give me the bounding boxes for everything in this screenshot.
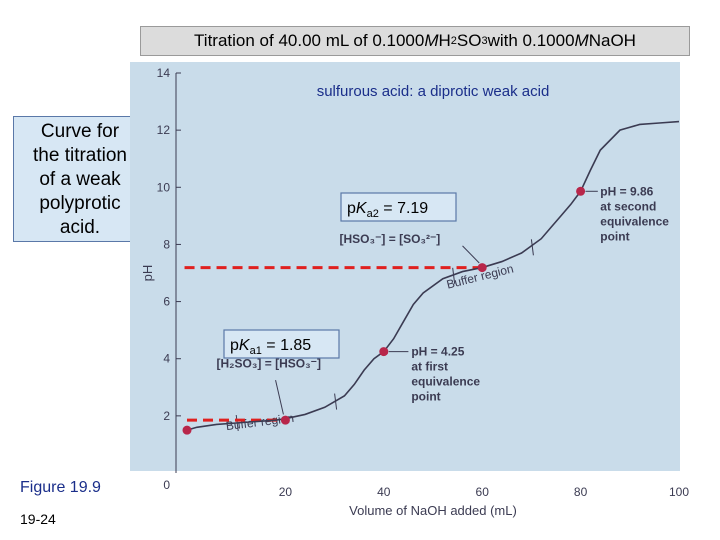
pka-box — [340, 192, 457, 222]
x-tick-label: 100 — [669, 485, 689, 499]
buffer-bound-tick — [452, 267, 456, 284]
side-label-line: Curve for — [40, 121, 120, 142]
titration-curve — [186, 120, 680, 431]
curve-markers — [182, 186, 586, 435]
first-eq-label: pH = 4.25 — [411, 345, 464, 359]
annotation-pointer — [462, 245, 480, 264]
equal-conc-label-2: [HSO₃⁻] = [SO₃²⁻] — [340, 232, 441, 246]
y-tick-label: 14 — [157, 66, 171, 80]
axes: 2 4 6 8 10 12 14 0 20 40 60 80 100 Volume of NaOH add… — [140, 66, 689, 518]
data-point-marker — [280, 415, 290, 425]
chart-subtitle: sulfurous acid: a diprotic weak acid — [317, 83, 550, 100]
pka-box — [223, 329, 340, 359]
y-axis-label: pH — [140, 265, 155, 282]
y-tick-label: 6 — [163, 295, 170, 309]
equal-conc-label-1: [H₂SO₃] = [HSO₃⁻] — [217, 356, 321, 370]
data-point-marker — [477, 263, 487, 273]
side-label-line: polyprotic — [39, 193, 121, 214]
buffer-bound-tick — [530, 239, 534, 256]
first-eq-label: at first — [411, 360, 448, 374]
x-axis-label: Volume of NaOH added (mL) — [349, 503, 517, 518]
side-label-line: acid. — [59, 217, 101, 238]
pka-boxes: pKa2 = 7.19 pKa1 = 1.85 — [223, 192, 457, 359]
first-eq-label: point — [411, 390, 440, 404]
pka1-label: pKa1 = 1.85 — [230, 337, 311, 357]
second-eq-label: point — [600, 229, 629, 243]
data-point-marker — [379, 347, 389, 357]
data-point-marker — [576, 186, 586, 196]
data-point-marker — [182, 425, 192, 435]
pka2-label: pKa2 = 7.19 — [347, 200, 428, 220]
figure-label: Figure 19.9 — [20, 479, 101, 496]
x-tick-label: 80 — [574, 485, 588, 499]
origin-label: 0 — [163, 478, 170, 492]
y-tick-label: 10 — [157, 180, 171, 194]
side-label-line: the titration — [33, 145, 127, 166]
slide-number: 19-24 — [20, 511, 56, 527]
side-label-box: Curve for the titration of a weak polypr… — [13, 116, 147, 242]
first-eq-label: equivalence — [411, 375, 480, 389]
y-tick-label: 8 — [163, 237, 170, 251]
side-label-line: of a weak — [39, 169, 121, 190]
y-tick-label: 2 — [163, 409, 170, 423]
second-eq-label: at second — [600, 199, 656, 213]
x-tick-label: 60 — [476, 485, 490, 499]
y-tick-label: 4 — [163, 352, 170, 366]
annotation-pointer — [275, 380, 284, 415]
x-tick-label: 40 — [377, 485, 391, 499]
second-eq-label: pH = 9.86 — [600, 184, 653, 198]
second-eq-label: equivalence — [600, 214, 669, 228]
plot-area — [130, 62, 680, 471]
x-tick-label: 20 — [279, 485, 293, 499]
y-tick-label: 12 — [157, 123, 171, 137]
